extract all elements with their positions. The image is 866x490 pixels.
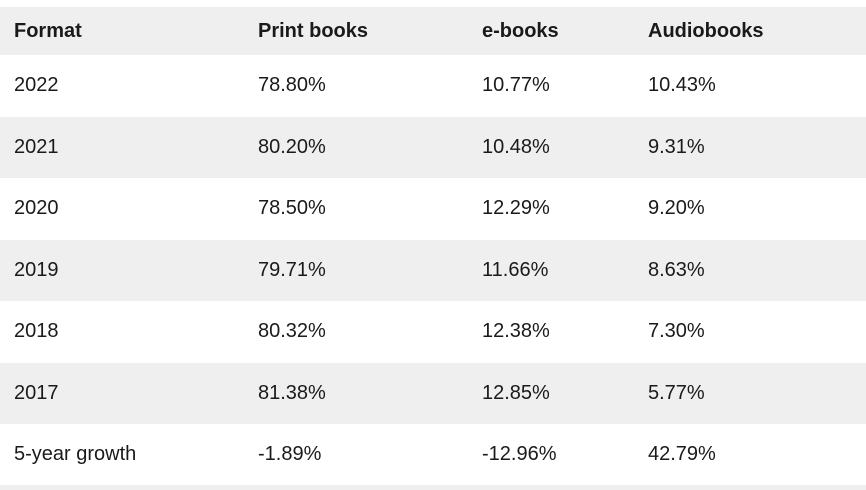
table-row-2021: 2021 80.20% 10.48% 9.31% [0,116,866,178]
cell-print-books: 80.32% [258,320,326,343]
cell-ebooks: 11.66% [482,258,549,281]
cell-audiobooks: 42.79% [648,443,716,466]
table-row-2020: 2020 78.50% 12.29% 9.20% [0,178,866,240]
cell-ebooks: 12.85% [482,381,550,404]
cell-print-books: -1.89% [258,443,322,466]
cell-print-books: 78.50% [258,197,326,220]
cell-ebooks: 10.48% [482,135,550,158]
table-header: Format Print books e-books Audiobooks [0,7,866,55]
cell-print-books: 78.80% [258,74,326,97]
cell-ebooks: 12.29% [482,197,550,220]
book-format-share-table: Format Print books e-books Audiobooks 20… [0,7,866,486]
row-label: 5-year growth [14,443,137,466]
cell-print-books: 81.38% [258,381,326,404]
row-label: 2018 [14,320,59,343]
cell-audiobooks: 10.43% [648,74,716,97]
cell-print-books: 80.20% [258,135,326,158]
table-row-2018: 2018 80.32% 12.38% 7.30% [0,301,866,363]
row-label: 2022 [14,74,59,97]
header-ebooks: e-books [482,19,559,42]
row-label: 2021 [14,135,59,158]
header-audiobooks: Audiobooks [648,19,764,42]
table-row-5-year-growth: 5-year growth -1.89% -12.96% 42.79% [0,424,866,486]
cell-audiobooks: 7.30% [648,320,705,343]
table-row-2019: 2019 79.71% 11.66% 8.63% [0,239,866,301]
cell-print-books: 79.71% [258,258,326,281]
table-row-2022: 2022 78.80% 10.77% 10.43% [0,55,866,117]
cell-audiobooks: 5.77% [648,381,705,404]
row-label: 2017 [14,381,59,404]
cell-audiobooks: 9.31% [648,135,705,158]
cell-ebooks: 10.77% [482,74,550,97]
cell-ebooks: -12.96% [482,443,557,466]
row-label: 2019 [14,258,59,281]
table-row-2017: 2017 81.38% 12.85% 5.77% [0,362,866,424]
header-row: Format Print books e-books Audiobooks [0,7,866,55]
header-print-books: Print books [258,19,369,42]
cell-audiobooks: 9.20% [648,197,705,220]
cell-audiobooks: 8.63% [648,258,705,281]
cell-ebooks: 12.38% [482,320,550,343]
partial-next-row-stripe [0,485,866,490]
table-body: 2022 78.80% 10.77% 10.43% 2021 80.20% 10… [0,55,866,486]
header-format: Format [14,19,82,42]
row-label: 2020 [14,197,59,220]
